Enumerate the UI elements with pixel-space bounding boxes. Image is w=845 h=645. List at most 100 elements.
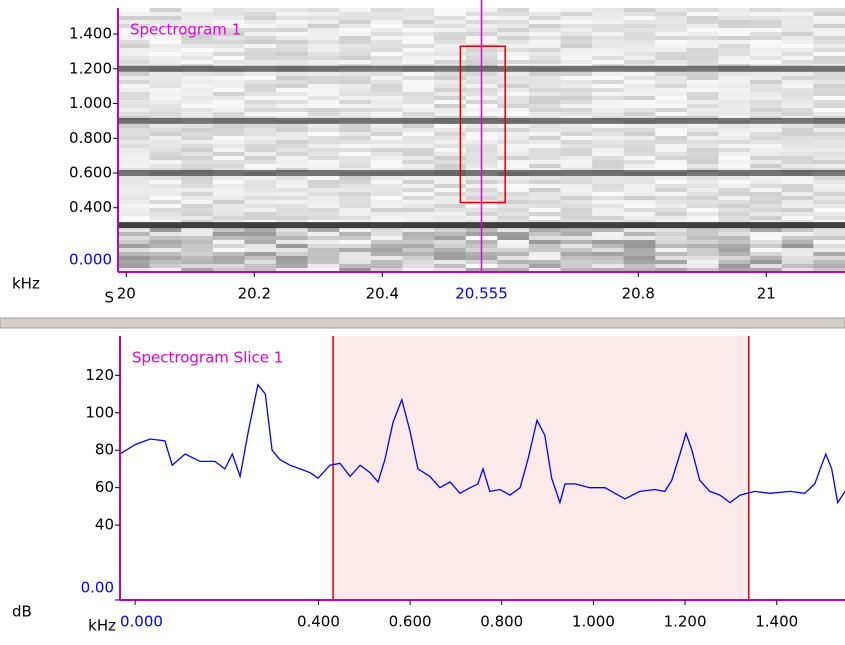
spectrogram-cell	[750, 48, 783, 53]
spectrogram-cell	[370, 144, 403, 149]
spectrogram-cell	[307, 96, 340, 101]
spectrogram-cell	[655, 132, 688, 137]
spectrogram-cell	[655, 180, 688, 185]
spectrogram-cell	[244, 248, 277, 253]
spectrogram-cell	[307, 252, 340, 257]
spectrogram-cell	[149, 232, 182, 237]
spectrogram-cell	[370, 156, 403, 161]
spectrogram-cell	[813, 80, 845, 85]
spectrogram-cell	[813, 260, 845, 265]
spectrogram-cell	[434, 96, 467, 101]
spectrogram-cell	[181, 112, 214, 117]
spectrogram-cell	[370, 48, 403, 53]
spectrogram-cell	[339, 44, 372, 49]
spectrogram-cell	[623, 28, 656, 33]
spectrogram-cell	[528, 8, 562, 13]
spectrogram-cell	[339, 200, 372, 205]
spectrogram-cell	[623, 136, 656, 141]
spectrogram-cell	[686, 244, 720, 249]
spectrogram-cell	[718, 16, 751, 21]
spectrogram-cell	[750, 132, 783, 137]
spectrogram-cell	[592, 252, 625, 257]
spectrogram-cell	[402, 128, 435, 133]
spectrogram-cell	[339, 76, 372, 81]
spectrogram-cell	[592, 24, 625, 29]
x-unit: kHz	[88, 617, 116, 635]
spectrogram-cell	[813, 244, 845, 249]
spectrogram-cell	[718, 20, 751, 25]
spectrogram-cell	[118, 176, 151, 181]
spectrogram-cell	[781, 208, 814, 213]
spectrogram-cell	[212, 140, 245, 145]
spectrogram-cell	[528, 180, 562, 185]
spectrogram-cell	[402, 140, 435, 145]
spectrogram-cell	[750, 24, 783, 29]
spectrogram-cell	[276, 60, 309, 65]
spectrogram-cell	[307, 12, 340, 17]
spectrogram-cell	[181, 148, 214, 153]
spectrogram-cell	[781, 148, 814, 153]
spectrogram-cell	[244, 196, 277, 201]
spectrogram-cell	[750, 36, 783, 41]
selection-region	[333, 336, 749, 600]
spectrogram-cell	[244, 260, 277, 265]
spectrogram-cell	[497, 176, 530, 181]
spectrogram-cell	[149, 104, 182, 109]
spectrogram-cell	[149, 128, 182, 133]
spectrogram-cell	[118, 124, 151, 129]
spectrogram-cell	[370, 80, 403, 85]
spectrogram-cell	[750, 8, 783, 13]
spectrogram-cell	[307, 24, 340, 29]
spectrogram-cell	[750, 212, 783, 217]
spectrogram-cell	[307, 52, 340, 57]
spectrogram-cell	[276, 52, 309, 57]
spectrogram-cell	[813, 124, 845, 129]
spectrogram-cell	[212, 92, 245, 97]
spectrogram-cell	[181, 32, 214, 37]
spectrogram-cell	[339, 264, 372, 269]
spectrogram-cell	[118, 264, 151, 269]
spectrogram-cell	[276, 92, 309, 97]
spectrogram-cell	[118, 148, 151, 153]
spectrogram-cell	[434, 264, 467, 269]
spectrogram-cell	[781, 48, 814, 53]
spectrogram-cell	[276, 132, 309, 137]
spectrogram-cell	[181, 260, 214, 265]
spectrogram-cell	[244, 104, 277, 109]
spectrogram-cell	[686, 228, 720, 233]
splitter[interactable]	[0, 317, 845, 329]
spectrogram-cell	[118, 252, 151, 257]
spectrogram-cell	[655, 264, 688, 269]
spectrogram-cell	[244, 216, 277, 221]
spectrogram-cell	[181, 184, 214, 189]
spectrogram-cell	[750, 244, 783, 249]
spectrogram-cell	[276, 28, 309, 33]
spectrogram-cell	[528, 32, 562, 37]
spectrogram-cell	[434, 124, 467, 129]
spectrogram-cell	[307, 152, 340, 157]
spectrogram-cell	[718, 24, 751, 29]
spectrogram-cell	[781, 124, 814, 129]
spectrogram-cell	[339, 72, 372, 77]
spectrogram-cell	[181, 8, 214, 13]
spectrogram-cell	[276, 192, 309, 197]
spectrogram-cell	[118, 244, 151, 249]
spectrogram-cell	[497, 144, 530, 149]
y-tick-label: 1.400	[69, 25, 112, 43]
spectrogram-cell	[307, 256, 340, 261]
chart-title: Spectrogram Slice 1	[132, 349, 283, 367]
spectrogram-cell	[718, 216, 751, 221]
spectrogram-cell	[813, 140, 845, 145]
spectrogram-cell	[686, 212, 720, 217]
spectrogram-cell	[528, 112, 562, 117]
spectrogram-cell	[528, 196, 562, 201]
spectrogram-cell	[244, 164, 277, 169]
spectrogram-cell	[592, 208, 625, 213]
spectrogram-cell	[402, 136, 435, 141]
spectrogram-cell	[528, 200, 562, 205]
spectrogram-cell	[813, 16, 845, 21]
spectrogram-cell	[750, 256, 783, 261]
spectrogram-cell	[813, 192, 845, 197]
spectrogram-cell	[718, 108, 751, 113]
spectrogram-cell	[560, 236, 593, 241]
